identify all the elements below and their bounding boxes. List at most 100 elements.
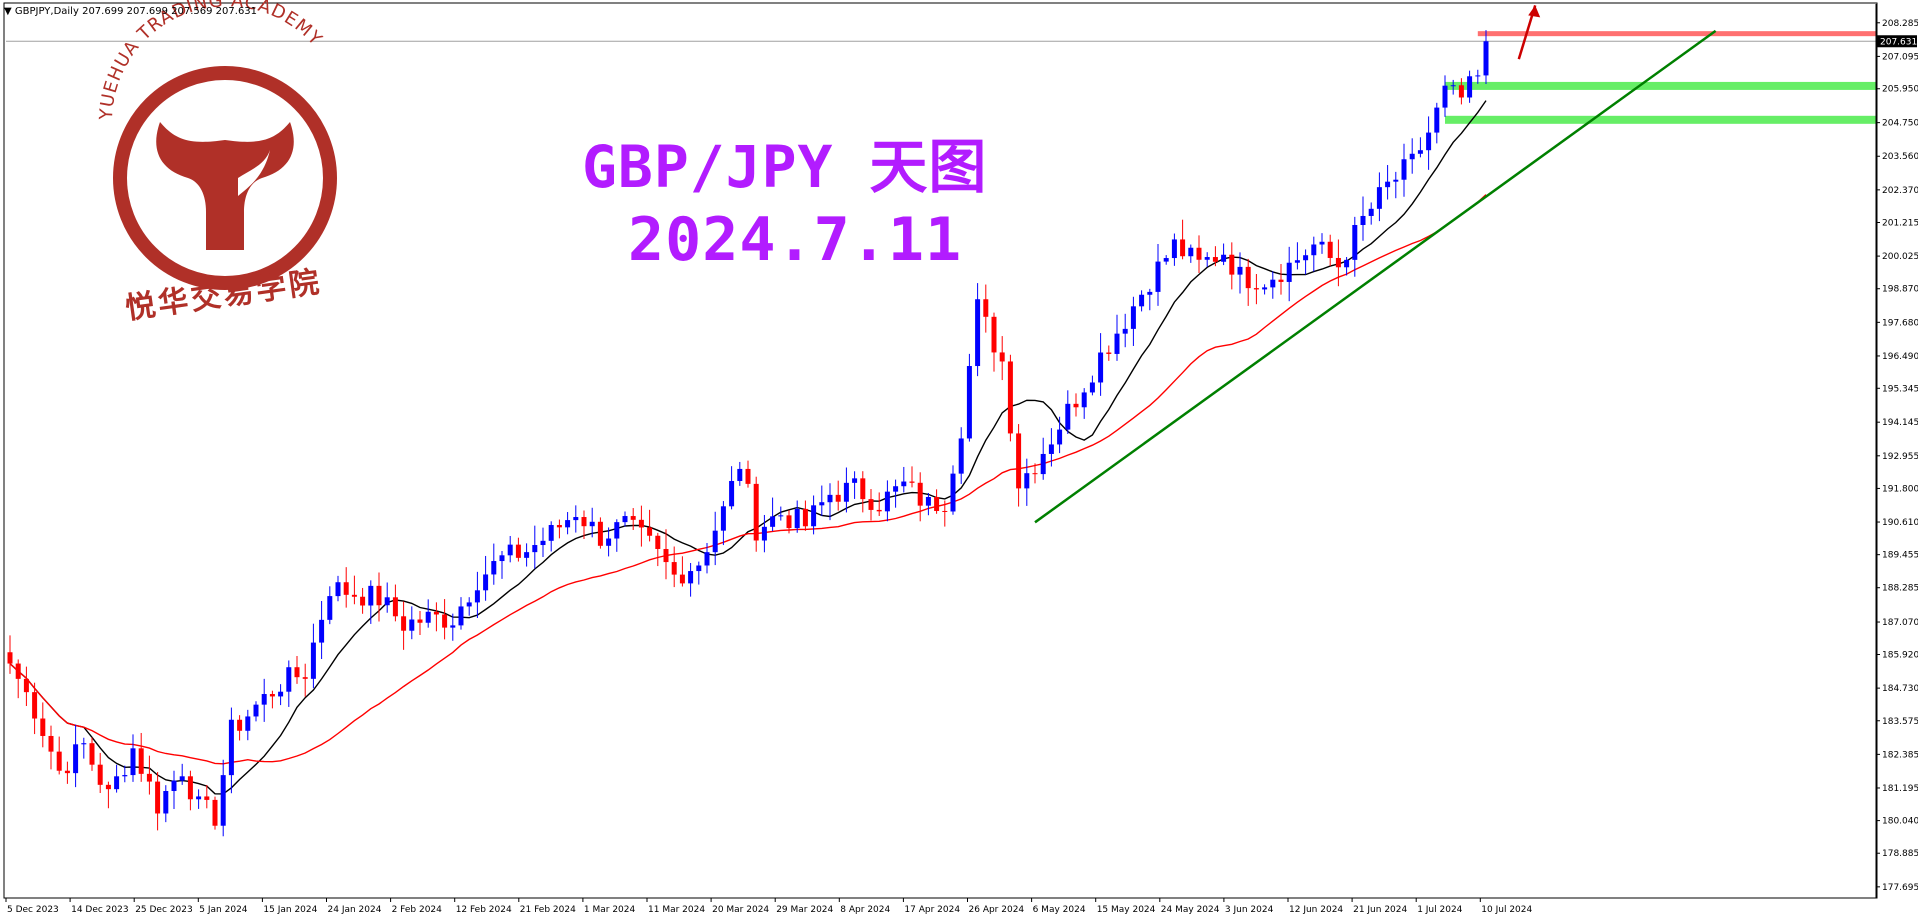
symbol-header: ▼ GBPJPY,Daily 207.699 207.699 207.569 2… — [4, 6, 257, 17]
candle-bull — [1311, 244, 1317, 256]
candle-bear — [48, 735, 54, 752]
candle-bear — [876, 509, 882, 512]
candle-bear — [786, 515, 792, 529]
candle-bear — [942, 510, 948, 512]
candle-bear — [15, 663, 21, 679]
x-tick-label: 21 Feb 2024 — [520, 905, 576, 915]
y-tick-label: 192.955 — [1882, 452, 1918, 462]
candle-bear — [679, 574, 685, 584]
candle-bull — [1163, 258, 1169, 262]
up-arrow-head — [1528, 5, 1541, 18]
candle-bull — [1114, 333, 1120, 354]
candle-bear — [392, 597, 398, 617]
candle-bull — [1065, 403, 1071, 430]
current-price-label: 207.631 — [1880, 37, 1917, 47]
x-tick-label: 3 Jun 2024 — [1225, 905, 1274, 915]
candle-bear — [983, 299, 989, 317]
chart-annotation-date: 2024.7.11 — [628, 205, 963, 275]
candle-bull — [1262, 287, 1268, 290]
y-tick-label: 187.070 — [1882, 618, 1918, 628]
candle-bear — [655, 535, 661, 549]
support-zone-1 — [1445, 81, 1876, 90]
plot-frame — [3, 2, 1878, 899]
candle-bear — [934, 496, 940, 511]
candle-bull — [524, 552, 530, 558]
logo-emblem — [156, 122, 294, 250]
support-zone-2 — [1445, 115, 1876, 124]
y-tick-label: 184.730 — [1882, 684, 1918, 694]
y-tick-label: 196.490 — [1882, 352, 1918, 362]
candle-bull — [1360, 215, 1366, 226]
x-tick-label: 25 Dec 2023 — [135, 905, 193, 915]
y-tick-label: 177.695 — [1882, 883, 1918, 893]
ohlc-readout: 207.699 207.699 207.569 207.631 — [82, 6, 258, 17]
candle-bear — [442, 614, 448, 628]
trendline — [1034, 29, 1717, 524]
candle-bull — [171, 780, 177, 792]
candle-bear — [1253, 288, 1259, 290]
x-tick-label: 12 Jun 2024 — [1289, 905, 1343, 915]
candle-bear — [417, 619, 423, 623]
candle-bear — [376, 585, 382, 606]
candle-bear — [360, 596, 366, 606]
candle-bull — [179, 776, 185, 781]
candle-bull — [1089, 382, 1095, 393]
x-tick-label: 1 Jul 2024 — [1417, 905, 1462, 915]
candle-bear — [515, 544, 521, 558]
candle-bull — [761, 526, 767, 541]
candle-bear — [1458, 85, 1464, 98]
candle-bull — [794, 508, 800, 529]
candle-bull — [310, 642, 316, 679]
y-tick-label: 203.560 — [1882, 152, 1918, 162]
candle-bull — [950, 473, 956, 512]
x-tick-label: 15 Jan 2024 — [263, 905, 317, 915]
candle-bull — [1130, 306, 1136, 329]
candle-bull — [163, 791, 169, 814]
y-tick-label: 178.885 — [1882, 849, 1918, 859]
candle-bear — [1229, 254, 1235, 275]
candle-bull — [827, 494, 833, 503]
candle-bull — [720, 506, 726, 531]
y-tick-label: 204.750 — [1882, 119, 1918, 129]
candle-bull — [458, 606, 464, 626]
candle-bull — [712, 530, 718, 553]
candle-bear — [581, 517, 587, 527]
candle-bull — [245, 716, 251, 731]
candle-bull — [958, 438, 964, 474]
candle-bull — [228, 719, 234, 776]
chart-menu-icon[interactable]: ▼ — [4, 6, 12, 17]
x-tick-label: 12 Feb 2024 — [456, 905, 512, 915]
candle-bull — [491, 561, 497, 575]
candle-bear — [868, 499, 874, 510]
candle-bull — [1385, 181, 1391, 188]
candle-bear — [630, 516, 636, 520]
candle-bull — [1434, 107, 1440, 133]
candle-bull — [811, 505, 817, 527]
candle-bear — [991, 316, 997, 353]
x-axis: 5 Dec 2023 14 Dec 2023 25 Dec 2023 5 Jan 20… — [5, 897, 1876, 915]
candle-bull — [1368, 208, 1374, 216]
candle-bear — [1278, 279, 1284, 282]
x-tick-label: 11 Mar 2024 — [648, 905, 705, 915]
candle-bear — [1327, 241, 1333, 258]
candle-bull — [737, 468, 743, 481]
candle-bear — [663, 548, 669, 563]
x-tick-label: 24 Jan 2024 — [328, 905, 382, 915]
candle-bull — [114, 776, 120, 790]
candle-bull — [474, 590, 480, 603]
candle-bull — [1376, 187, 1382, 209]
candle-bull — [1204, 257, 1210, 260]
candle-bear — [105, 784, 111, 790]
candle-bull — [507, 544, 513, 556]
y-tick-label: 188.285 — [1882, 584, 1918, 594]
y-tick-label: 185.920 — [1882, 651, 1918, 661]
candle-bear — [302, 677, 308, 679]
candle-bull — [1147, 291, 1153, 295]
candle-bear — [999, 352, 1005, 362]
candle-bull — [696, 565, 702, 572]
candle-bull — [606, 538, 612, 546]
candle-bear — [1196, 247, 1202, 260]
candle-bull — [925, 496, 931, 506]
x-tick-label: 1 Mar 2024 — [584, 905, 636, 915]
candle-bull — [319, 619, 325, 643]
